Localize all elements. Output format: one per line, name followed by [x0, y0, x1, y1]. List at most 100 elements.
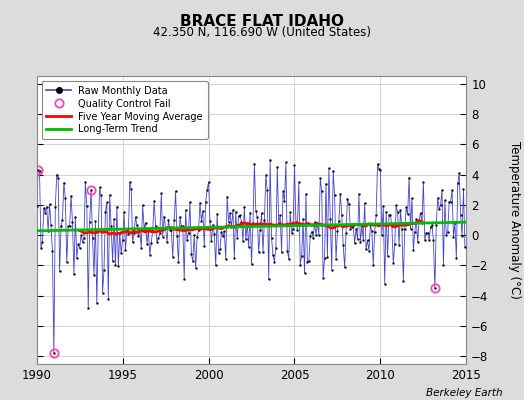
Point — [390, 241, 399, 248]
Point — [181, 207, 190, 213]
Point — [323, 254, 332, 260]
Legend: Raw Monthly Data, Quality Control Fail, Five Year Moving Average, Long-Term Tren: Raw Monthly Data, Quality Control Fail, … — [41, 81, 208, 139]
Point — [310, 219, 319, 226]
Point — [337, 212, 346, 218]
Point — [441, 197, 449, 204]
Point — [174, 258, 183, 265]
Point — [325, 165, 333, 172]
Point — [32, 202, 41, 209]
Point — [148, 228, 157, 234]
Point — [164, 217, 172, 223]
Point — [108, 258, 117, 264]
Point — [230, 255, 238, 262]
Point — [452, 255, 461, 261]
Point — [448, 187, 456, 193]
Point — [458, 233, 466, 239]
Point — [276, 212, 285, 219]
Point — [99, 290, 107, 296]
Point — [203, 186, 211, 193]
Point — [34, 167, 42, 173]
Point — [160, 214, 168, 220]
Point — [250, 160, 258, 167]
Point — [202, 198, 210, 205]
Point — [143, 240, 151, 247]
Point — [191, 264, 200, 271]
Point — [341, 264, 349, 270]
Point — [353, 236, 362, 242]
Point — [332, 256, 340, 263]
Point — [114, 263, 123, 270]
Point — [442, 232, 451, 238]
Point — [322, 180, 330, 187]
Point — [212, 262, 220, 269]
Point — [256, 227, 264, 234]
Point — [193, 234, 201, 240]
Point — [105, 192, 114, 198]
Point — [84, 305, 92, 311]
Point — [352, 226, 361, 232]
Point — [146, 251, 154, 258]
Point — [260, 217, 269, 223]
Point — [417, 210, 425, 216]
Point — [253, 214, 261, 220]
Point — [169, 254, 177, 260]
Point — [81, 179, 90, 185]
Point — [126, 179, 134, 185]
Point — [185, 199, 194, 205]
Point — [51, 204, 60, 210]
Point — [293, 226, 301, 233]
Point — [402, 204, 410, 211]
Point — [259, 248, 267, 255]
Point — [52, 171, 61, 178]
Point — [57, 223, 65, 230]
Point — [89, 234, 97, 241]
Point — [214, 250, 223, 256]
Point — [385, 212, 393, 219]
Point — [299, 216, 307, 223]
Point — [351, 240, 359, 246]
Point — [379, 203, 387, 209]
Point — [389, 260, 398, 266]
Point — [47, 222, 55, 228]
Point — [197, 217, 205, 224]
Point — [137, 245, 146, 252]
Point — [223, 194, 232, 200]
Point — [313, 220, 322, 226]
Point — [127, 186, 135, 192]
Point — [415, 217, 423, 223]
Point — [113, 204, 121, 210]
Point — [150, 198, 158, 204]
Point — [335, 218, 343, 224]
Point — [167, 227, 176, 234]
Point — [48, 248, 57, 254]
Point — [219, 233, 227, 239]
Point — [388, 223, 396, 229]
Point — [46, 201, 54, 208]
Point — [124, 231, 133, 237]
Point — [455, 170, 463, 176]
Point — [58, 216, 67, 223]
Point — [368, 228, 376, 234]
Point — [176, 214, 184, 220]
Point — [386, 212, 395, 218]
Point — [257, 210, 266, 216]
Point — [271, 245, 280, 251]
Point — [380, 280, 389, 287]
Point — [120, 209, 128, 216]
Point — [103, 199, 111, 206]
Point — [425, 237, 433, 244]
Point — [355, 191, 363, 198]
Point — [189, 258, 197, 264]
Point — [166, 227, 174, 234]
Point — [134, 233, 143, 240]
Point — [405, 174, 413, 181]
Point — [269, 252, 277, 258]
Text: 42.350 N, 116.690 W (United States): 42.350 N, 116.690 W (United States) — [153, 26, 371, 39]
Point — [37, 245, 45, 252]
Point — [376, 167, 385, 173]
Point — [409, 247, 418, 253]
Point — [345, 200, 353, 207]
Point — [266, 156, 275, 163]
Point — [279, 188, 287, 194]
Point — [449, 234, 457, 240]
